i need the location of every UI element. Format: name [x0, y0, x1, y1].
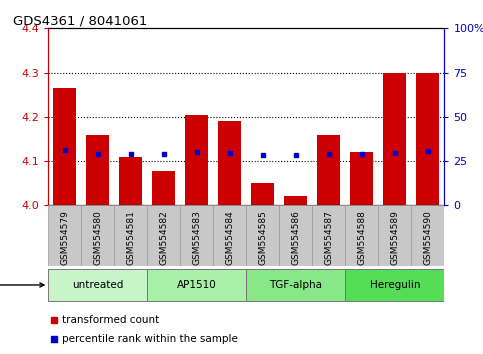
- Text: agent: agent: [0, 280, 44, 290]
- Text: AP1510: AP1510: [177, 280, 217, 290]
- FancyBboxPatch shape: [48, 269, 147, 301]
- Bar: [152, 171, 175, 205]
- Bar: [350, 152, 373, 205]
- FancyBboxPatch shape: [180, 205, 213, 266]
- FancyBboxPatch shape: [114, 205, 147, 266]
- Bar: [86, 135, 109, 205]
- FancyBboxPatch shape: [313, 205, 345, 266]
- Text: Heregulin: Heregulin: [369, 280, 420, 290]
- Bar: [416, 73, 440, 205]
- Bar: [218, 121, 242, 205]
- FancyBboxPatch shape: [246, 269, 345, 301]
- Text: percentile rank within the sample: percentile rank within the sample: [62, 333, 238, 344]
- Text: GSM554588: GSM554588: [357, 210, 366, 265]
- Bar: [53, 88, 76, 205]
- Bar: [185, 115, 208, 205]
- Bar: [384, 73, 406, 205]
- Text: GSM554590: GSM554590: [424, 210, 432, 265]
- Bar: [284, 196, 307, 205]
- Bar: [119, 156, 142, 205]
- Text: untreated: untreated: [72, 280, 124, 290]
- FancyBboxPatch shape: [412, 205, 444, 266]
- FancyBboxPatch shape: [345, 269, 444, 301]
- Text: TGF-alpha: TGF-alpha: [270, 280, 322, 290]
- Text: GDS4361 / 8041061: GDS4361 / 8041061: [13, 14, 147, 27]
- FancyBboxPatch shape: [213, 205, 246, 266]
- Text: GSM554581: GSM554581: [127, 210, 135, 265]
- FancyBboxPatch shape: [48, 205, 81, 266]
- Text: GSM554582: GSM554582: [159, 210, 168, 265]
- FancyBboxPatch shape: [246, 205, 279, 266]
- Text: GSM554586: GSM554586: [291, 210, 300, 265]
- Text: transformed count: transformed count: [62, 315, 159, 325]
- Text: GSM554580: GSM554580: [93, 210, 102, 265]
- FancyBboxPatch shape: [279, 205, 313, 266]
- Bar: [251, 183, 274, 205]
- FancyBboxPatch shape: [81, 205, 114, 266]
- FancyBboxPatch shape: [378, 205, 412, 266]
- FancyBboxPatch shape: [147, 269, 246, 301]
- FancyBboxPatch shape: [345, 205, 378, 266]
- Text: GSM554583: GSM554583: [192, 210, 201, 265]
- Bar: [317, 135, 341, 205]
- Text: GSM554589: GSM554589: [390, 210, 399, 265]
- FancyBboxPatch shape: [147, 205, 180, 266]
- Text: GSM554587: GSM554587: [325, 210, 333, 265]
- Text: GSM554585: GSM554585: [258, 210, 267, 265]
- Text: GSM554584: GSM554584: [226, 210, 234, 265]
- Text: GSM554579: GSM554579: [60, 210, 69, 265]
